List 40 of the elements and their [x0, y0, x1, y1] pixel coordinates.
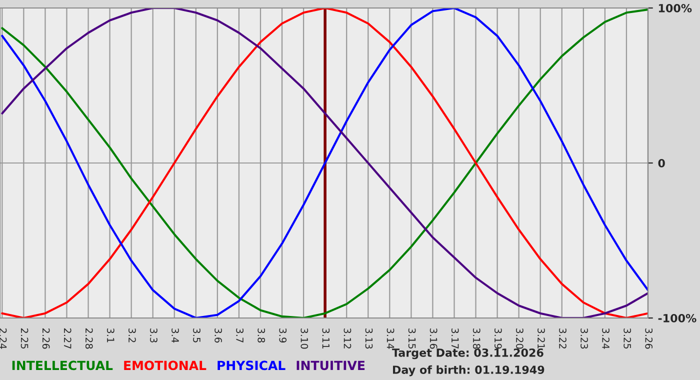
x-tick-label: 3.25 — [624, 328, 632, 349]
x-tick-label: 3.18 — [472, 328, 480, 349]
x-tick-label: 2.28 — [85, 328, 93, 349]
text: EMOTIONAL — [124, 360, 206, 370]
x-tick-label: 3.3 — [150, 328, 158, 342]
x-tick-label: 3.14 — [386, 328, 394, 349]
text: INTUITIVE — [296, 360, 365, 370]
x-tick-label: 3.9 — [279, 328, 287, 342]
x-tick-label: 2.25 — [20, 328, 28, 349]
x-tick-label: 3.16 — [430, 328, 438, 349]
y-tick-label: 0 — [658, 158, 665, 168]
text: INTELLECTUAL — [12, 360, 113, 370]
x-tick-label: 3.20 — [516, 328, 524, 349]
x-tick-label: 3.17 — [451, 328, 459, 349]
x-tick-label: 3.2 — [128, 328, 136, 342]
y-tick-label: 100% — [658, 4, 692, 12]
x-tick-label: 3.13 — [365, 328, 373, 349]
x-tick-label: 2.27 — [64, 328, 72, 349]
x-tick-label: 3.24 — [602, 328, 610, 349]
x-tick-label: 3.11 — [322, 328, 330, 348]
x-tick-label: 3.8 — [258, 328, 266, 343]
x-tick-label: 3.12 — [344, 328, 352, 348]
x-tick-label: 3.19 — [494, 328, 502, 349]
y-tick-label: -100% — [658, 314, 696, 322]
text: Day of birth: 01.19.1949 — [393, 365, 544, 376]
x-tick-label: 3.26 — [645, 328, 653, 349]
x-tick-label: 3.21 — [538, 328, 545, 348]
x-tick-label: 2.26 — [42, 328, 50, 349]
x-tick-label: 3.7 — [236, 328, 244, 342]
x-tick-label: 3.23 — [580, 328, 588, 349]
x-tick-label: 3.22 — [559, 328, 566, 348]
line-series — [1, 8, 648, 318]
text: PHYSICAL — [218, 360, 286, 370]
text: Target Date: 03.11.2026 — [392, 348, 544, 360]
x-tick-label: 3.5 — [193, 328, 200, 342]
x-tick-label: 3.15 — [408, 328, 416, 349]
x-tick-label: 3.4 — [172, 328, 179, 343]
x-tick-label: 3.1 — [106, 328, 114, 342]
x-tick-label: 3.10 — [300, 328, 308, 349]
x-tick-label: 3.6 — [214, 328, 222, 343]
